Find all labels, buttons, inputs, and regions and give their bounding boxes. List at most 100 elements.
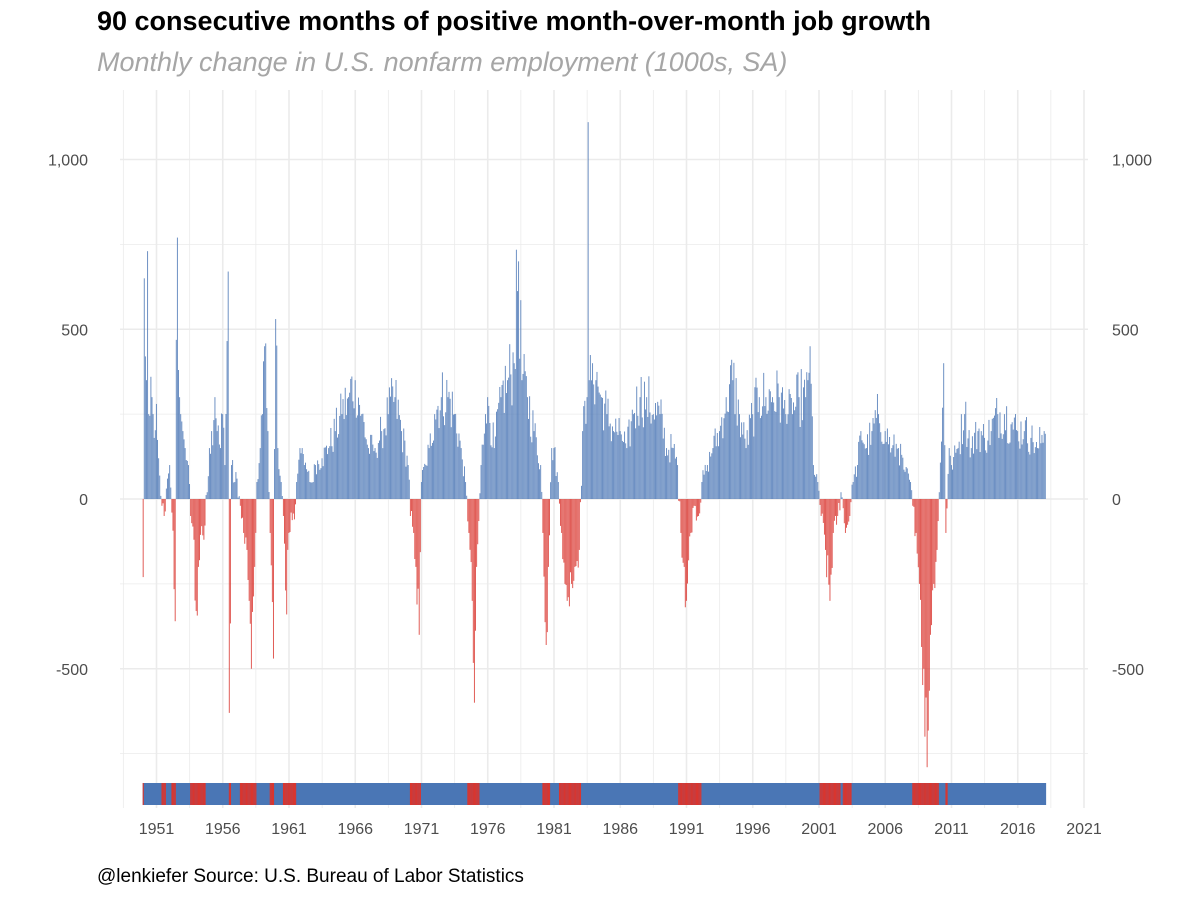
bar-negative [684, 499, 686, 608]
strip-mark-negative [937, 783, 939, 805]
bar-negative [469, 499, 471, 550]
bar-positive [968, 430, 970, 499]
bar-positive [1043, 431, 1045, 499]
bar-positive [435, 419, 437, 499]
bar-positive [1032, 442, 1034, 499]
bar-positive [480, 465, 482, 499]
bar-positive [300, 453, 302, 499]
bar-positive [864, 448, 866, 499]
strip-mark-negative [543, 783, 545, 805]
strip-mark-negative [839, 783, 841, 805]
bar-negative [575, 499, 577, 567]
strip-mark-negative [828, 783, 830, 805]
bar-positive [635, 428, 637, 499]
bar-negative [828, 499, 830, 585]
strip-mark-negative [924, 783, 926, 805]
bar-negative [415, 499, 417, 567]
bar-positive [599, 394, 601, 499]
bar-negative [271, 499, 273, 603]
bar-positive [785, 414, 787, 500]
bar-negative [201, 499, 203, 527]
bar-positive [320, 468, 322, 499]
bar-negative [936, 499, 938, 550]
bar-negative [916, 499, 918, 554]
bar-positive [520, 300, 522, 499]
bar-positive [890, 452, 892, 499]
strip-mark-negative [470, 783, 472, 805]
bar-positive [672, 448, 674, 499]
strip-mark-negative [850, 783, 852, 805]
bar-positive [182, 431, 184, 499]
strip-mark-negative [699, 783, 701, 805]
bar-positive [736, 425, 738, 499]
bar-positive [902, 457, 904, 499]
bar-positive [907, 473, 909, 499]
bar-positive [425, 465, 427, 499]
bar-positive [406, 455, 408, 499]
bar-positive [1039, 427, 1041, 499]
bar-positive [948, 448, 950, 499]
strip-mark-negative [829, 783, 831, 805]
bar-positive [737, 399, 739, 499]
bar-negative [248, 499, 250, 601]
bar-positive [958, 441, 960, 499]
strip-mark-negative [287, 783, 289, 805]
bar-negative [269, 499, 271, 533]
bar-positive [789, 393, 791, 499]
bar-positive [523, 354, 525, 499]
strip-mark-negative [932, 783, 934, 805]
bar-positive [234, 482, 236, 499]
bar-positive [394, 397, 396, 499]
x-tick-label: 2021 [1066, 821, 1102, 838]
strip-mark-negative [682, 783, 684, 805]
bar-positive [424, 463, 426, 499]
bar-positive [512, 352, 514, 499]
bar-positive [981, 435, 983, 499]
strip-mark-negative [698, 783, 700, 805]
bar-negative [419, 499, 421, 553]
bar-positive [185, 460, 187, 499]
bar-positive [313, 464, 315, 499]
bar-negative [292, 499, 294, 514]
bar-negative [844, 499, 846, 533]
bar-negative [245, 499, 247, 538]
bar-negative [286, 499, 288, 615]
bar-negative [173, 499, 175, 590]
bar-positive [1021, 444, 1023, 499]
bar-positive [297, 473, 299, 499]
bar-positive [637, 415, 639, 499]
bar-positive [624, 431, 626, 499]
y-tick-label-right: 0 [1112, 492, 1121, 509]
bar-positive [332, 451, 334, 499]
strip-mark-negative [929, 783, 932, 805]
bar-positive [954, 445, 956, 499]
bar-negative [163, 499, 165, 516]
strip-mark-negative [542, 783, 544, 805]
bar-positive [482, 444, 484, 499]
bar-positive [808, 372, 810, 499]
bar-positive [895, 443, 897, 499]
bar-positive [401, 431, 403, 499]
bar-positive [888, 444, 889, 499]
bar-positive [659, 414, 661, 500]
x-tick-label: 1981 [536, 821, 572, 838]
bar-positive [503, 412, 505, 499]
bar-positive [375, 452, 377, 499]
strip-mark-negative [825, 783, 827, 805]
strip-mark-negative [471, 783, 473, 805]
bar-positive [744, 438, 746, 499]
bar-positive [402, 452, 404, 499]
x-tick-label: 1986 [602, 821, 638, 838]
bar-positive [345, 415, 347, 499]
bar-positive [309, 482, 311, 499]
bar-positive [883, 443, 885, 499]
bar-positive [885, 441, 887, 499]
bar-positive [857, 465, 859, 499]
bar-positive [782, 387, 783, 499]
bar-negative [571, 499, 573, 584]
strip-mark-negative [191, 783, 193, 805]
bar-positive [955, 452, 957, 499]
bar-positive [975, 421, 977, 499]
bar-positive [899, 465, 900, 499]
